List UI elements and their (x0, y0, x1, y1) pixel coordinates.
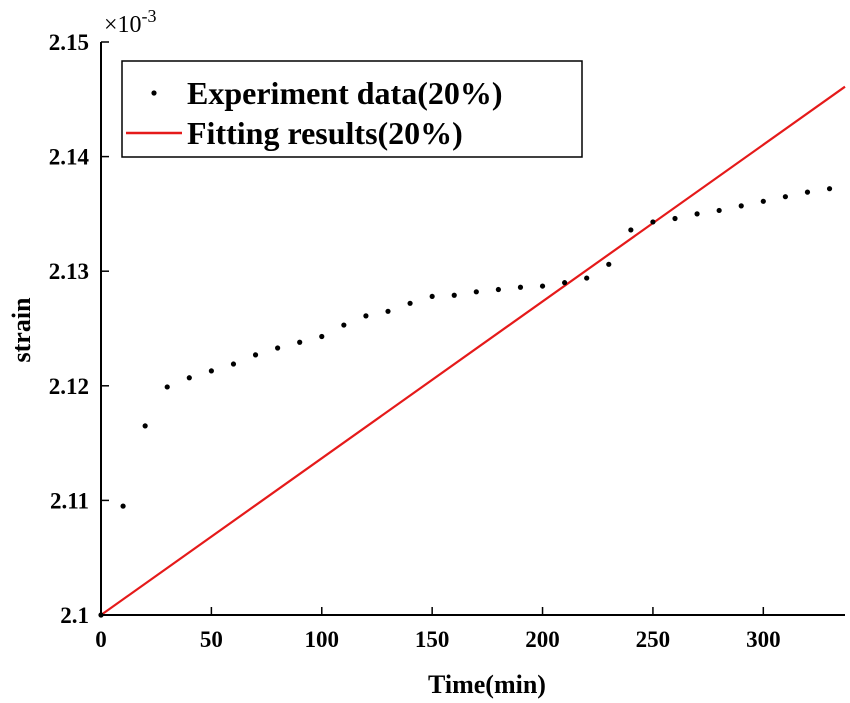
x-tick-label: 150 (415, 627, 450, 652)
legend: Experiment data(20%) Fitting results(20%… (121, 60, 583, 158)
y-tick-label: 2.14 (49, 145, 90, 170)
y-exponent-base: ×10 (104, 12, 142, 38)
data-point (297, 339, 303, 345)
data-point (760, 198, 766, 204)
legend-box (121, 60, 583, 158)
x-axis-label: Time(min) (428, 670, 546, 699)
data-point (230, 361, 237, 367)
y-tick-label: 2.12 (49, 374, 89, 399)
data-point (804, 189, 811, 195)
data-point (495, 286, 501, 293)
fit-series (100, 85, 846, 616)
data-point (451, 292, 457, 298)
axes (100, 41, 845, 616)
data-point (584, 275, 590, 281)
tick-labels: 0 50 100 150 200 250 300 2.1 2.11 2.12 2.13 2.14 2.1… (49, 30, 781, 652)
data-point (782, 194, 788, 200)
data-point (186, 375, 192, 381)
data-point (363, 313, 369, 319)
data-point (319, 333, 325, 340)
x-tick-label: 100 (305, 627, 340, 652)
y-tick-label: 2.13 (49, 259, 89, 284)
data-point (826, 186, 833, 192)
data-point (120, 503, 126, 509)
y-axis-label: strain (7, 297, 36, 363)
data-point (164, 384, 170, 390)
data-point (606, 261, 612, 267)
y-tick-label: 2.11 (50, 488, 89, 513)
y-tick-label: 2.15 (49, 30, 89, 55)
data-point (716, 207, 722, 214)
data-point (473, 289, 479, 295)
data-point (650, 219, 656, 225)
y-exponent-label: ×10-3 (104, 6, 157, 38)
data-point (407, 300, 413, 306)
x-tick-label: 250 (636, 627, 671, 652)
y-exponent-power: -3 (142, 6, 157, 26)
legend-label-experiment: Experiment data(20%) (187, 75, 503, 111)
data-point (385, 308, 391, 314)
fit-line (100, 85, 846, 616)
data-point (562, 280, 568, 286)
legend-marker-experiment (151, 90, 157, 96)
data-point (628, 227, 634, 233)
data-point (208, 368, 214, 374)
data-point (517, 284, 524, 290)
data-point (252, 352, 259, 358)
x-tick-label: 300 (746, 627, 781, 652)
data-point (738, 203, 744, 209)
experiment-series (98, 186, 833, 618)
data-point (142, 423, 148, 429)
x-tick-label: 0 (95, 627, 107, 652)
legend-label-fit: Fitting results(20%) (187, 115, 463, 151)
data-point (539, 283, 546, 289)
data-point (341, 322, 347, 328)
x-tick-label: 200 (525, 627, 560, 652)
data-point (672, 215, 678, 222)
x-tick-label: 50 (200, 627, 223, 652)
data-point (429, 293, 435, 300)
data-point (694, 211, 700, 217)
data-point (275, 345, 281, 351)
y-tick-label: 2.1 (60, 603, 89, 628)
